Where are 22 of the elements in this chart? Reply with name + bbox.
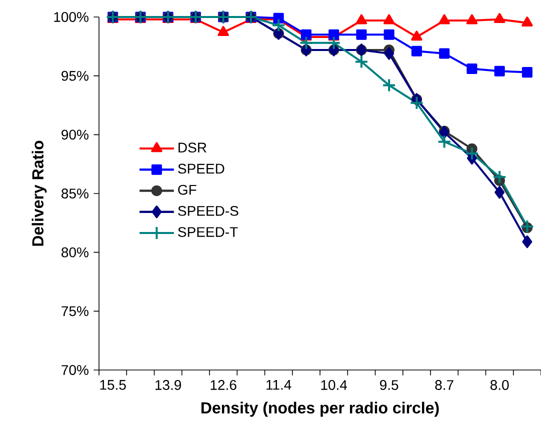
- y-axis-title: Delivery Ratio: [32, 140, 47, 246]
- x-tick-label: 13.9: [156, 380, 182, 390]
- legend-label: SPEED: [178, 164, 224, 174]
- y-tick-label: 80%: [62, 247, 88, 258]
- x-axis-title: Density (nodes per radio circle): [201, 402, 439, 417]
- y-tick-label: 70%: [62, 365, 88, 375]
- legend-label: SPEED-T: [178, 227, 238, 237]
- x-tick-label: 11.4: [266, 380, 292, 390]
- y-tick-label: 75%: [62, 306, 88, 316]
- x-tick-label: 8.7: [435, 380, 454, 390]
- x-tick-label: 15.5: [100, 380, 126, 390]
- legend-label: GF: [178, 184, 196, 195]
- x-tick-label: 12.6: [210, 380, 236, 390]
- y-tick-label: 100%: [54, 12, 88, 22]
- y-tick-label: 95%: [62, 70, 88, 81]
- x-tick-label: 8.0: [490, 380, 509, 390]
- y-tick-label: 90%: [62, 130, 88, 140]
- x-tick-label: 10.4: [321, 380, 348, 390]
- legend-label: SPEED-S: [178, 206, 238, 216]
- x-tick-label: 9.5: [380, 380, 398, 390]
- y-tick-label: 85%: [62, 188, 88, 198]
- legend-label: DSR: [178, 142, 206, 153]
